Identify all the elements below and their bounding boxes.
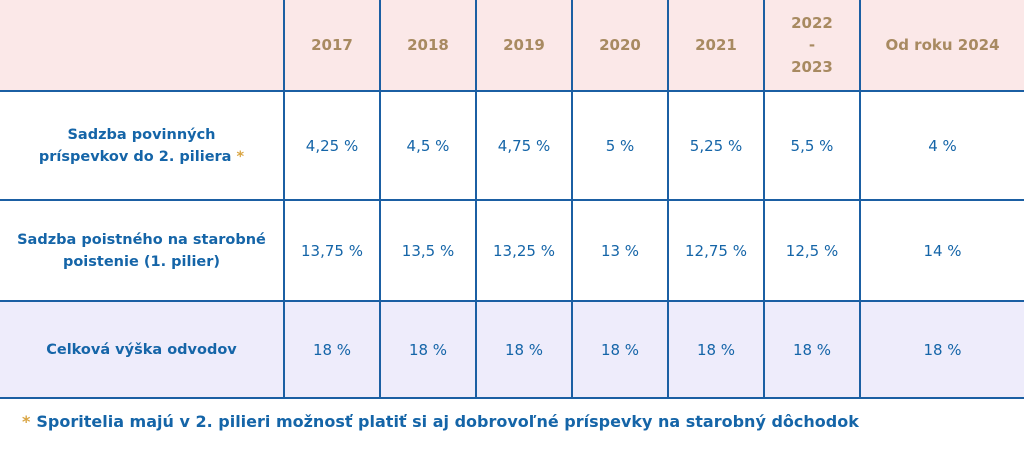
header-year-2020: 2020 [571, 0, 668, 91]
header-year-2022-2023: 2022 - 2023 [763, 0, 860, 91]
header-year-2022: 2022 [791, 14, 833, 32]
table-cell: 5 % [571, 90, 668, 200]
table-row: Celková výška odvodov 18 % 18 % 18 % 18 … [0, 300, 1024, 399]
table-header-row: 2017 2018 2019 2020 2021 2022 - 2023 Od … [0, 0, 1024, 91]
table-cell: 13,75 % [283, 199, 380, 301]
table-cell: 18 % [763, 300, 860, 399]
table-cell: 12,75 % [667, 199, 764, 301]
row-label-line: Sadzba poistného na starobné [17, 231, 266, 248]
table-row: Sadzba povinných príspevkov do 2. pilier… [0, 90, 1024, 200]
table-cell: 18 % [859, 300, 1024, 399]
header-empty-cell [0, 0, 284, 91]
header-year-dash: - [808, 36, 816, 54]
footnote-text: Sporitelia majú v 2. pilieri možnosť pla… [36, 412, 859, 431]
header-year-2021: 2021 [667, 0, 764, 91]
table-cell: 18 % [283, 300, 380, 399]
table-cell: 14 % [859, 199, 1024, 301]
table-cell: 13,25 % [475, 199, 572, 301]
row-label-line: príspevkov do 2. piliera * [38, 148, 245, 165]
table-cell: 4,25 % [283, 90, 380, 200]
table-cell: 12,5 % [763, 199, 860, 301]
table-cell: 18 % [379, 300, 476, 399]
header-year-2017: 2017 [283, 0, 380, 91]
table-cell: 13,5 % [379, 199, 476, 301]
header-from-2024: Od roku 2024 [859, 0, 1024, 91]
contribution-rates-table: 2017 2018 2019 2020 2021 2022 - 2023 Od … [0, 0, 1024, 399]
asterisk-icon: * [236, 148, 245, 165]
table-cell: 5,5 % [763, 90, 860, 200]
table-cell: 18 % [475, 300, 572, 399]
footnote: * Sporitelia majú v 2. pilieri možnosť pl… [22, 412, 859, 431]
table-cell: 18 % [571, 300, 668, 399]
table-row: Sadzba poistného na starobné poistenie (… [0, 199, 1024, 301]
asterisk-icon: * [22, 412, 31, 431]
table-cell: 18 % [667, 300, 764, 399]
table-cell: 13 % [571, 199, 668, 301]
table-cell: 4 % [859, 90, 1024, 200]
table-cell: 4,75 % [475, 90, 572, 200]
row-label-old-age-insurance: Sadzba poistného na starobné poistenie (… [0, 199, 284, 301]
header-year-2018: 2018 [379, 0, 476, 91]
header-year-2023: 2023 [791, 58, 833, 76]
row-label-line: Sadzba povinných [67, 126, 216, 143]
row-label-line: poistenie (1. pilier) [62, 253, 221, 270]
row-label-total: Celková výška odvodov [0, 300, 284, 399]
table-cell: 4,5 % [379, 90, 476, 200]
table-cell: 5,25 % [667, 90, 764, 200]
row-label-mandatory-contributions: Sadzba povinných príspevkov do 2. pilier… [0, 90, 284, 200]
header-year-2019: 2019 [475, 0, 572, 91]
